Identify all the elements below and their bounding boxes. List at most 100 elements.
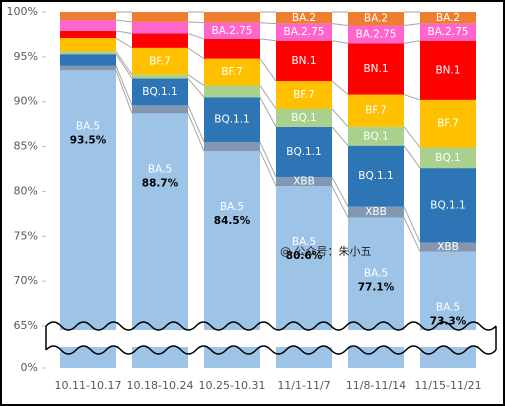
bar-segment	[420, 99, 476, 148]
connector	[115, 53, 133, 79]
break-top	[45, 321, 497, 331]
segment-label: BA.2	[292, 12, 316, 24]
connector	[259, 38, 277, 42]
connector	[259, 141, 277, 178]
segment-label: BA.5	[148, 163, 172, 175]
segment-label: BF.7	[365, 105, 387, 117]
x-tick-label: 10.18-10.24	[127, 379, 194, 392]
segment-label: XBB	[293, 176, 315, 188]
segment-label: BQ.1.1	[214, 114, 250, 126]
break-bottom	[45, 345, 497, 355]
bar-segment	[276, 108, 332, 127]
bar-segment	[276, 126, 332, 178]
bar-segment	[204, 97, 260, 143]
x-tick-label: 11/1-11/7	[277, 379, 330, 392]
bar-segment	[276, 81, 332, 109]
connector	[331, 40, 349, 44]
segment-label: BA.5	[220, 201, 244, 213]
bar-segment	[204, 22, 260, 39]
bar-segment	[60, 12, 116, 21]
y-tick-label: 95%	[14, 50, 38, 63]
bar-segment	[132, 113, 188, 369]
bar-segment	[132, 47, 188, 75]
segment-label: BF.7	[293, 89, 315, 101]
segment-label: BQ.1.1	[430, 199, 466, 211]
connector	[403, 23, 421, 26]
bar-segment	[132, 105, 188, 114]
connector	[187, 33, 205, 40]
segment-label: BA.2	[436, 12, 460, 24]
y-tick-label: 65%	[14, 319, 38, 332]
y-tick-label: 0%	[21, 361, 38, 374]
y-tick-label: 75%	[14, 229, 38, 242]
segment-label: BF.7	[437, 118, 459, 130]
y-tick-label: 70%	[14, 274, 38, 287]
bar-segment	[420, 23, 476, 41]
segment-label: BQ.1	[291, 112, 317, 124]
segment-label: BA.2.75	[356, 28, 397, 40]
connector	[259, 22, 277, 25]
segment-label: BA.5	[292, 236, 316, 248]
connector	[259, 150, 277, 187]
bar-segment	[60, 70, 116, 369]
watermark: @ 公众号：朱小五	[280, 245, 372, 258]
connector	[187, 105, 205, 143]
bar-segment	[420, 12, 476, 24]
connector	[115, 51, 133, 76]
bar-segment	[204, 85, 260, 98]
x-tick-label: 11/15-11/21	[414, 379, 481, 392]
bar-segment	[420, 40, 476, 100]
y-tick-label: 85%	[14, 140, 38, 153]
segment-label: BA.2.75	[212, 25, 253, 37]
value-label: 80.6%	[286, 250, 323, 262]
segment-label: BA.5	[76, 120, 100, 132]
connector	[259, 96, 277, 128]
bar-segment	[348, 126, 404, 146]
segment-label: BQ.1	[435, 152, 461, 164]
segment-label: BA.5	[436, 302, 460, 314]
x-tick-label: 10.25-10.31	[199, 379, 266, 392]
connector	[115, 19, 133, 23]
y-tick-label: 80%	[14, 184, 38, 197]
connector	[187, 113, 205, 152]
bar-segment	[276, 23, 332, 41]
bar-segment	[60, 54, 116, 66]
segment-label: BA.5	[364, 267, 388, 279]
bar-segment	[276, 177, 332, 187]
segment-label: BQ.1.1	[142, 86, 178, 98]
connector	[403, 126, 421, 148]
bars	[60, 12, 476, 369]
bar-segment	[348, 94, 404, 127]
segment-label: BF.7	[221, 66, 243, 78]
bar-segment	[348, 12, 404, 26]
bar-segment	[348, 43, 404, 95]
connector	[403, 206, 421, 243]
bar-segment	[60, 38, 116, 52]
bar-segment	[132, 78, 188, 106]
bar-segment	[420, 242, 476, 252]
value-label: 84.5%	[214, 215, 251, 227]
connector	[187, 21, 205, 24]
connector	[403, 40, 421, 44]
connector	[403, 145, 421, 169]
segment-label: XBB	[437, 241, 459, 253]
bar-segment	[132, 33, 188, 48]
connector	[115, 37, 133, 49]
x-tick-label: 10.11-10.17	[55, 379, 122, 392]
bar-segment	[276, 12, 332, 24]
connector	[187, 47, 205, 60]
segment-label: BA.2.75	[284, 26, 325, 38]
break-fill	[46, 330, 496, 347]
bar-segment	[348, 25, 404, 44]
connector	[115, 30, 133, 35]
segment-label: BN.1	[435, 64, 460, 76]
connector	[115, 70, 133, 114]
segment-label: BN.1	[291, 55, 316, 67]
bar-segment	[420, 168, 476, 243]
bar-segment	[204, 142, 260, 152]
connector	[187, 74, 205, 86]
value-label: 93.5%	[70, 134, 107, 146]
connector	[331, 176, 349, 207]
bar-segment	[204, 38, 260, 59]
